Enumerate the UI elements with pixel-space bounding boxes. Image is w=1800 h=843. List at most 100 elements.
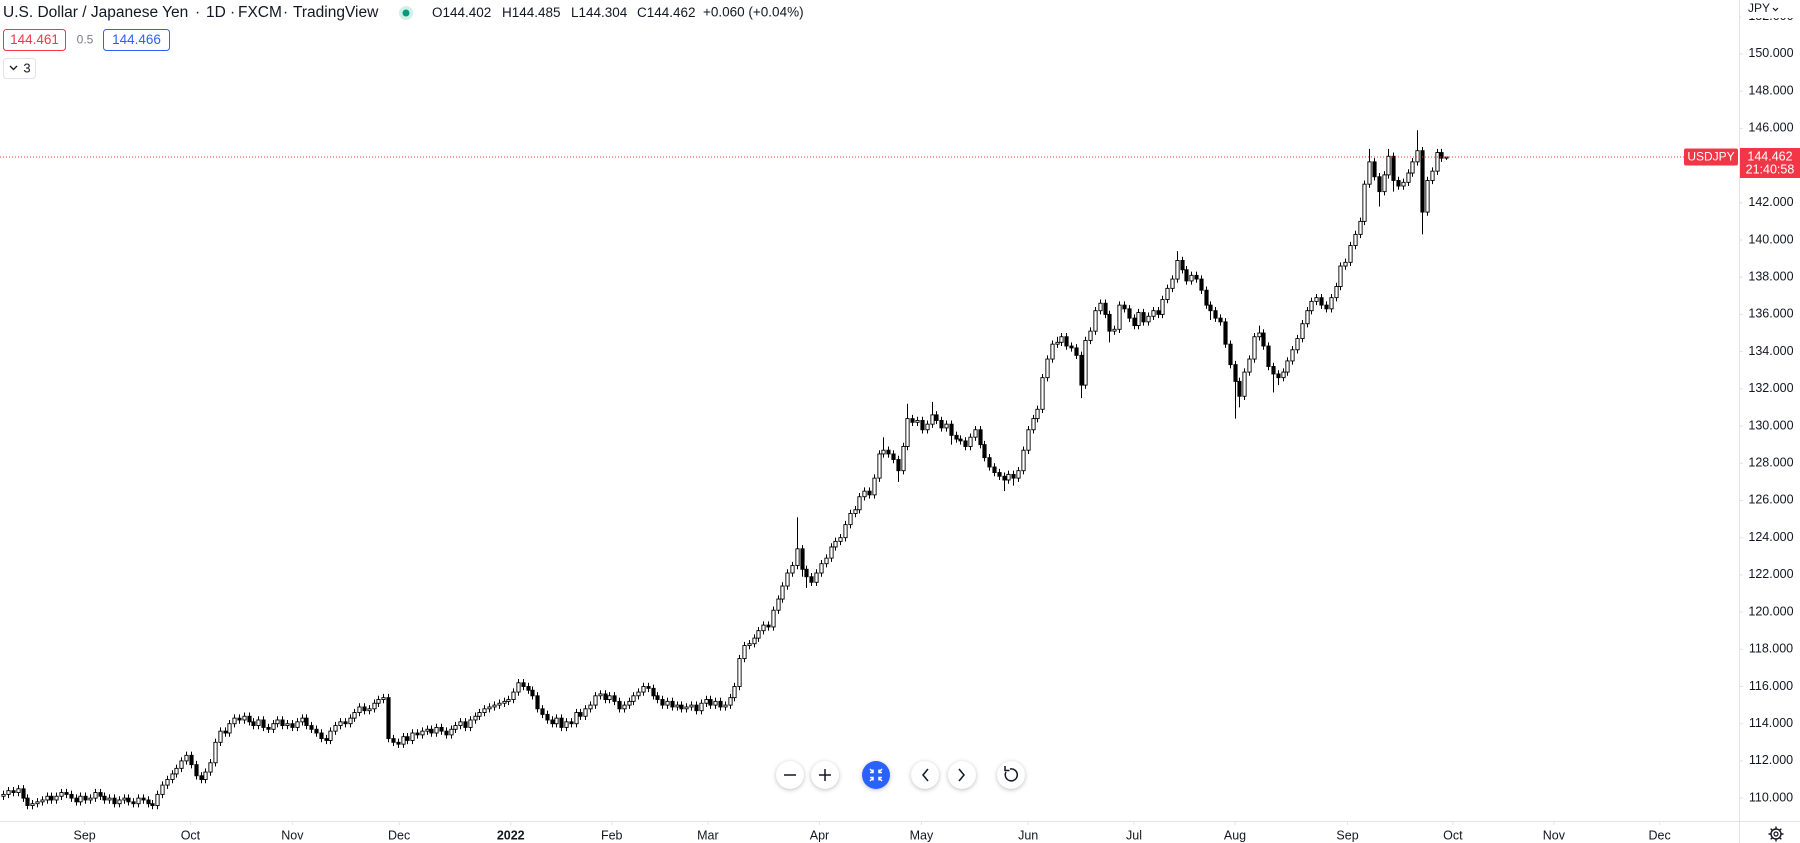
candle-body-down bbox=[1218, 317, 1223, 323]
symbol-name[interactable]: U.S. Dollar / Japanese Yen bbox=[3, 4, 188, 21]
candle-body-up bbox=[968, 436, 973, 447]
y-tick-label: 150.000 bbox=[1748, 46, 1793, 60]
candle-body-up bbox=[1175, 260, 1180, 280]
candle-body-up bbox=[453, 725, 458, 730]
candle-body-down bbox=[804, 568, 809, 578]
candle-body-up bbox=[54, 795, 59, 801]
candle-body-down bbox=[74, 797, 79, 803]
buy-button[interactable] bbox=[103, 29, 170, 51]
candle-body-up bbox=[819, 563, 824, 574]
candle-body-down bbox=[939, 420, 944, 429]
x-tick-label: Sep bbox=[74, 828, 96, 842]
candle-body-up bbox=[607, 695, 612, 700]
candle-body-down bbox=[992, 466, 997, 473]
candle-body-up bbox=[59, 792, 64, 797]
candle-body-up bbox=[574, 712, 579, 725]
candle-body-down bbox=[896, 459, 901, 472]
settings-button[interactable] bbox=[1768, 826, 1784, 842]
candle-body-up bbox=[732, 686, 737, 699]
candle-body-down bbox=[1002, 475, 1007, 481]
candle-body-up bbox=[665, 700, 670, 706]
candle-body-down bbox=[429, 728, 434, 734]
candle-body-up bbox=[256, 719, 261, 727]
candle-body-down bbox=[1213, 310, 1218, 319]
candle-body-down bbox=[463, 721, 468, 728]
candle-body-up bbox=[631, 695, 636, 702]
candle-body-up bbox=[516, 682, 521, 693]
refresh-button[interactable] bbox=[997, 761, 1025, 789]
candle-body-down bbox=[530, 689, 535, 697]
candle-body-down bbox=[1132, 317, 1137, 327]
candle-body-up bbox=[1290, 349, 1295, 362]
candle-body-up bbox=[271, 723, 276, 730]
countdown-label: 21:40:58 bbox=[1746, 162, 1795, 176]
y-tick-label: 126.000 bbox=[1748, 493, 1793, 507]
candle-body-up bbox=[780, 585, 785, 600]
candle-body-up bbox=[338, 721, 343, 727]
candle-body-up bbox=[160, 784, 165, 795]
candle-body-down bbox=[1141, 312, 1146, 323]
gear-teeth bbox=[1768, 826, 1784, 842]
candle-body-down bbox=[660, 699, 665, 706]
candle-body-up bbox=[40, 799, 45, 803]
candle-body-up bbox=[728, 697, 733, 706]
indicators-toggle[interactable] bbox=[3, 58, 36, 79]
candle-body-up bbox=[93, 792, 98, 799]
candle-body-down bbox=[266, 726, 271, 730]
x-tick-label: Aug bbox=[1224, 828, 1246, 842]
candle-body-down bbox=[261, 719, 266, 728]
candle-body-down bbox=[194, 764, 199, 777]
candle-body-down bbox=[559, 717, 564, 728]
candle-body-up bbox=[458, 721, 463, 727]
candle-body-down bbox=[679, 704, 684, 710]
candle-body-up bbox=[1285, 360, 1290, 373]
sell-button[interactable] bbox=[3, 29, 66, 51]
candle-body-down bbox=[1271, 366, 1276, 375]
candle-body-up bbox=[1430, 170, 1435, 181]
candle-body-up bbox=[1160, 299, 1165, 315]
currency[interactable]: JPY bbox=[1748, 1, 1770, 15]
candle-body-up bbox=[136, 797, 141, 805]
currency-chevron bbox=[1772, 7, 1779, 12]
candle-body-up bbox=[598, 693, 603, 697]
candle-body-down bbox=[146, 799, 151, 805]
candle-body-up bbox=[1006, 473, 1011, 481]
candle-body-up bbox=[487, 706, 492, 710]
candle-body-up bbox=[1401, 181, 1406, 187]
candle-body-up bbox=[901, 446, 906, 472]
candle-body-down bbox=[64, 792, 69, 795]
ohlc-high: H144.485 bbox=[502, 5, 561, 20]
left-icon bbox=[922, 768, 929, 782]
candle-body-up bbox=[1435, 152, 1440, 172]
plus-icon bbox=[819, 769, 831, 781]
candle-body-up bbox=[227, 723, 232, 734]
sell-price: 144.461 bbox=[10, 32, 59, 47]
candle-body-up bbox=[1314, 297, 1319, 302]
candle-body-down bbox=[920, 420, 925, 431]
refresh-icon bbox=[1004, 766, 1018, 782]
candle-body-up bbox=[45, 795, 50, 801]
candle-body-up bbox=[218, 730, 223, 743]
scroll-left-button[interactable] bbox=[911, 761, 939, 789]
candle-body-down bbox=[237, 717, 242, 721]
candle-body-up bbox=[723, 704, 728, 708]
y-tick-label: 118.000 bbox=[1749, 642, 1793, 656]
interval[interactable]: 1D bbox=[206, 4, 226, 21]
candle-body-down bbox=[1396, 180, 1401, 187]
candle-body-down bbox=[319, 732, 324, 740]
candle-body-up bbox=[872, 477, 877, 496]
candle-body-up bbox=[401, 736, 406, 745]
y-tick-label: 140.000 bbox=[1748, 232, 1793, 246]
candle-body-up bbox=[944, 423, 949, 429]
candle-body-down bbox=[1127, 308, 1132, 319]
candle-body-down bbox=[1266, 345, 1271, 367]
candle-body-up bbox=[1055, 341, 1060, 345]
candle-body-down bbox=[1180, 260, 1185, 271]
reset-scale-button[interactable] bbox=[862, 761, 890, 789]
scroll-right-button[interactable] bbox=[948, 761, 976, 789]
candle-body-up bbox=[795, 548, 800, 567]
candle-body-down bbox=[304, 717, 309, 727]
candle-body-down bbox=[809, 576, 814, 583]
candle-body-up bbox=[1083, 340, 1088, 386]
market-status-dot[interactable] bbox=[402, 9, 410, 17]
